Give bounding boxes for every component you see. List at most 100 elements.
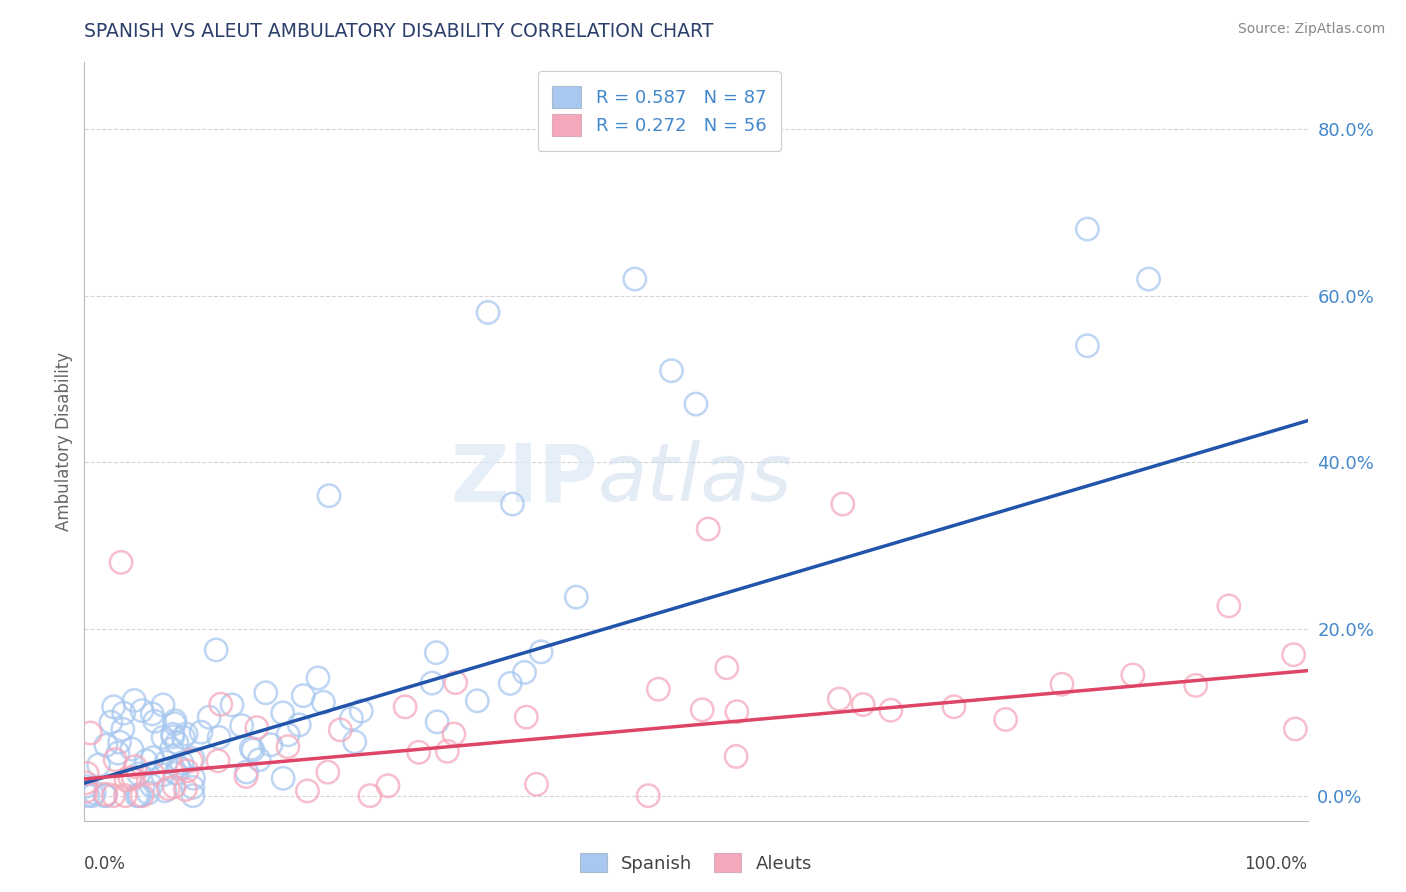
Point [502,497,524,511]
Point [852,698,875,712]
Point [1050,677,1073,691]
Point [254,686,277,700]
Point [94,789,117,803]
Point [83,786,105,800]
Point [880,703,903,717]
Point [163,780,186,794]
Point [163,716,186,731]
Point [690,703,713,717]
Point [79,726,101,740]
Y-axis label: Ambulatory Disability: Ambulatory Disability [55,352,73,531]
Point [115,772,138,787]
Point [125,789,148,803]
Point [118,771,141,785]
Point [181,789,204,803]
Point [157,781,180,796]
Point [408,745,430,759]
Point [292,689,315,703]
Point [1137,272,1160,286]
Point [111,723,134,737]
Point [297,784,319,798]
Point [112,706,135,720]
Point [94,739,117,753]
Point [828,692,851,706]
Point [128,767,150,781]
Point [143,714,166,729]
Point [94,789,117,803]
Point [167,759,190,773]
Point [277,728,299,742]
Point [312,695,335,709]
Point [637,789,659,803]
Point [1184,678,1206,692]
Point [152,698,174,712]
Point [425,646,447,660]
Point [685,397,707,411]
Point [208,731,231,745]
Point [443,727,465,741]
Point [499,676,522,690]
Point [75,776,97,790]
Point [831,497,853,511]
Point [318,489,340,503]
Point [104,753,127,767]
Point [163,714,186,728]
Point [329,723,352,737]
Legend: Spanish, Aleuts: Spanish, Aleuts [572,846,820,880]
Point [180,754,202,768]
Point [436,744,458,758]
Point [77,789,100,803]
Point [271,706,294,720]
Point [316,765,339,780]
Point [444,675,467,690]
Point [75,784,97,798]
Text: 100.0%: 100.0% [1244,855,1308,872]
Point [307,671,329,685]
Point [235,769,257,783]
Text: ZIP: ZIP [451,441,598,518]
Point [221,698,243,712]
Point [271,772,294,786]
Point [103,789,125,803]
Point [465,694,488,708]
Point [176,764,198,778]
Point [661,364,683,378]
Point [205,643,228,657]
Point [231,718,253,732]
Point [198,710,221,724]
Point [526,777,548,791]
Point [153,784,176,798]
Point [141,778,163,792]
Point [108,735,131,749]
Point [1076,339,1098,353]
Point [247,753,270,767]
Point [124,759,146,773]
Point [277,739,299,754]
Point [128,789,150,803]
Point [181,780,204,795]
Text: atlas: atlas [598,441,793,518]
Point [209,698,232,712]
Point [76,766,98,780]
Point [942,699,965,714]
Point [190,725,212,739]
Point [1122,668,1144,682]
Point [122,693,145,707]
Point [94,787,117,801]
Point [513,665,536,680]
Point [426,714,449,729]
Point [1284,722,1306,736]
Point [260,738,283,752]
Point [394,699,416,714]
Point [350,704,373,718]
Point [75,780,97,794]
Point [716,661,738,675]
Point [343,735,366,749]
Point [160,742,183,756]
Text: Source: ZipAtlas.com: Source: ZipAtlas.com [1237,22,1385,37]
Point [1218,599,1240,613]
Point [235,764,257,779]
Point [240,741,263,756]
Point [725,705,748,719]
Point [122,771,145,785]
